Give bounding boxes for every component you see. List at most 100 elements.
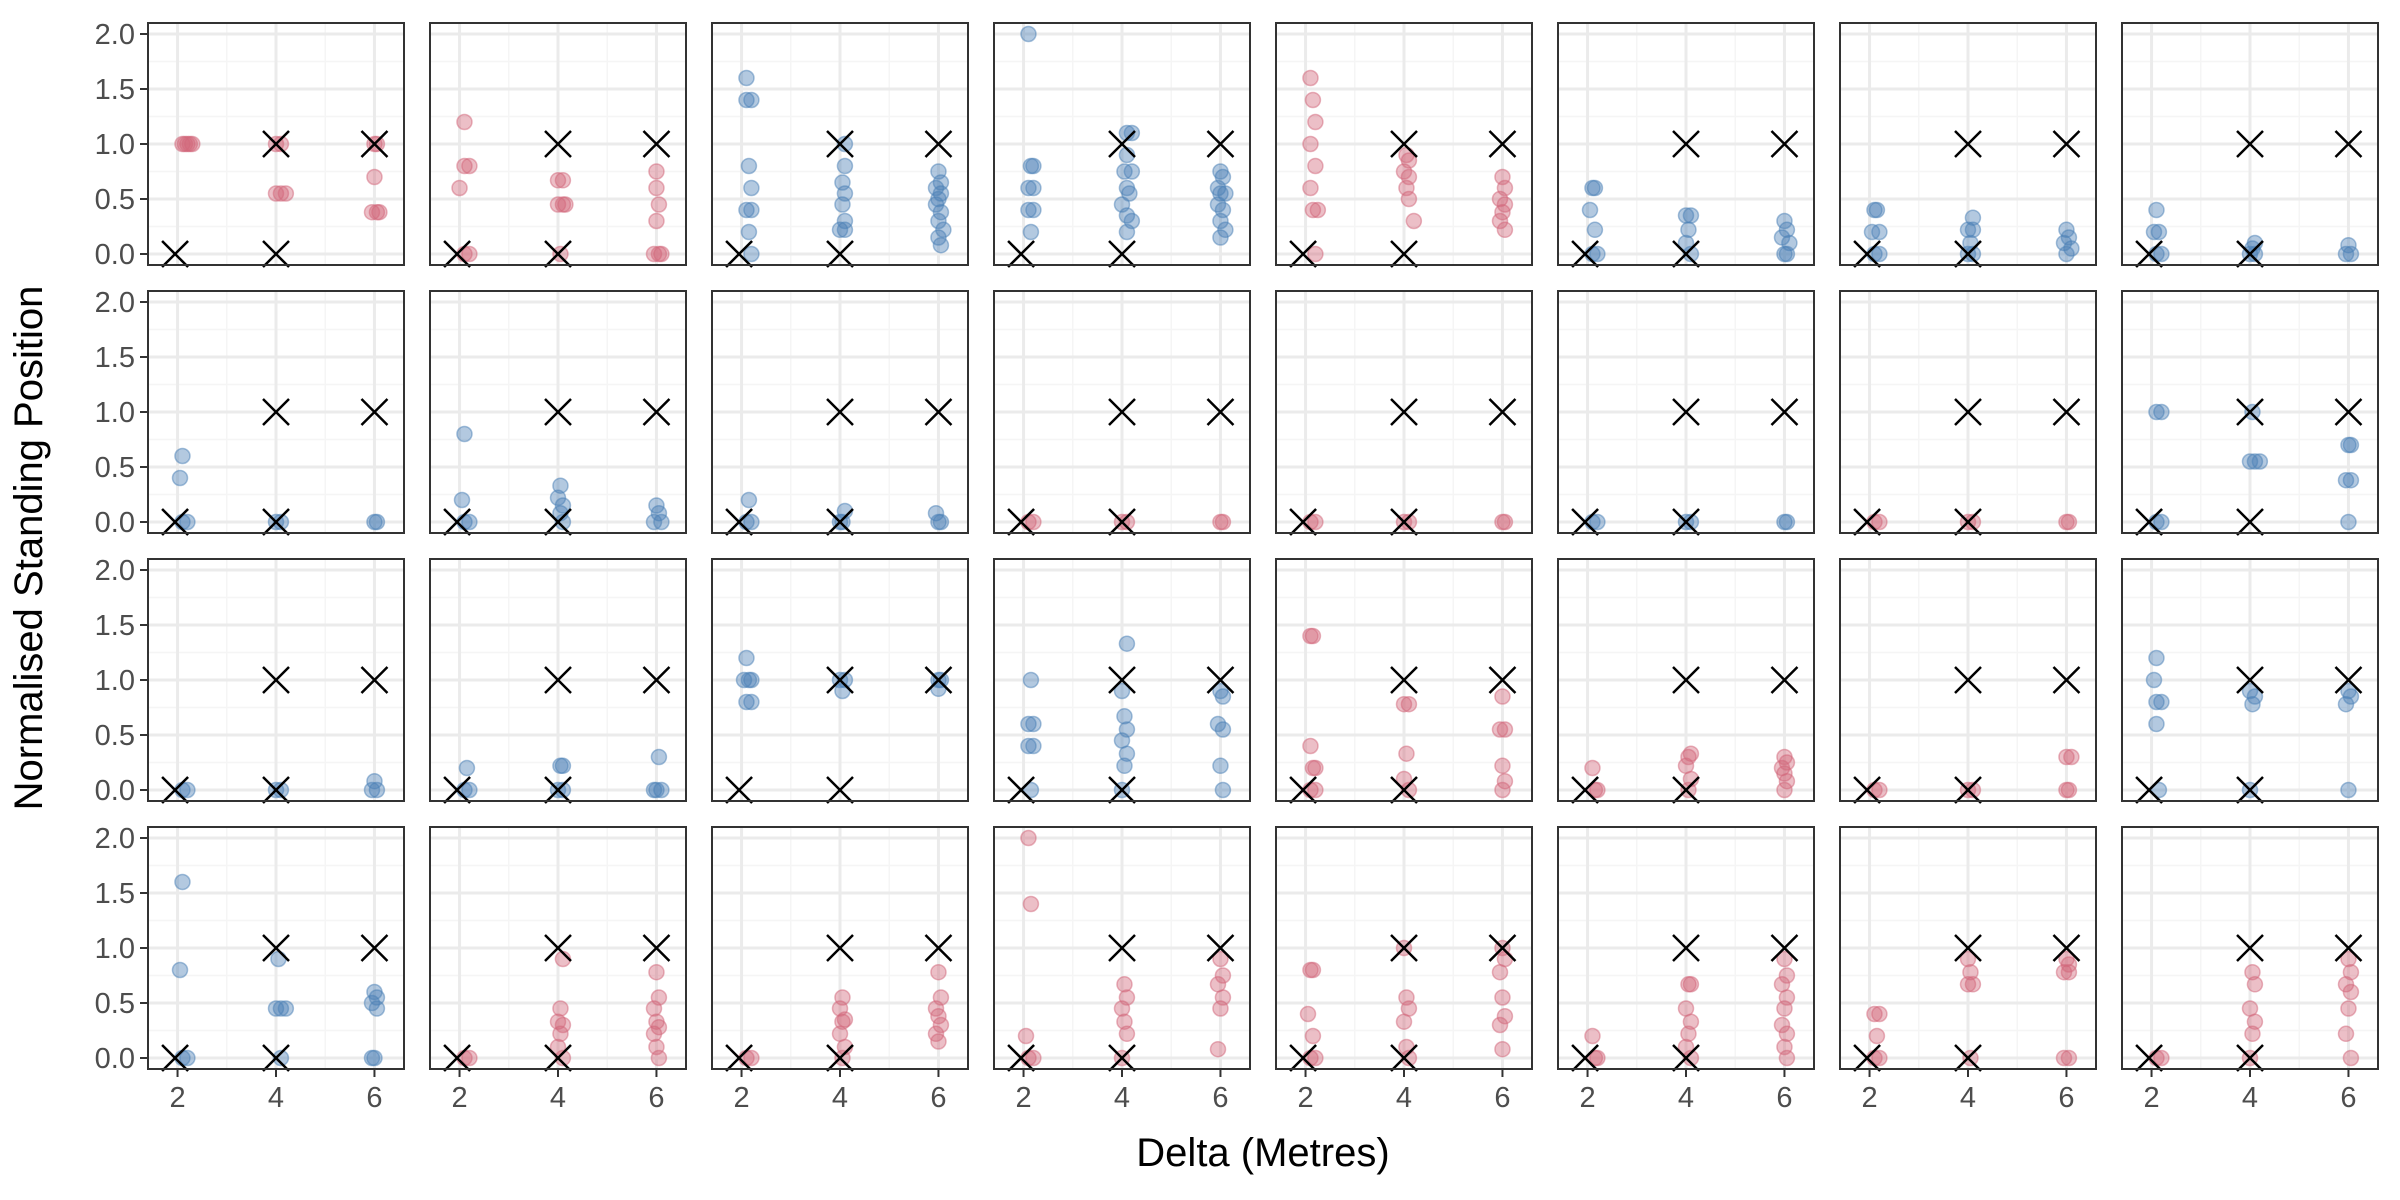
baseline-x-marker — [2236, 130, 2264, 158]
data-point — [1304, 961, 1322, 979]
baseline-x-marker — [1206, 398, 1235, 426]
baseline-x-marker — [1390, 508, 1418, 536]
data-point — [650, 748, 668, 766]
data-point — [1962, 963, 1979, 981]
y-tick-label: 2.0 — [95, 19, 135, 51]
baseline-x-marker — [1390, 130, 1418, 158]
baseline-x-marker — [1672, 508, 1700, 536]
data-point — [743, 245, 760, 263]
data-point — [1491, 721, 1509, 738]
data-point — [1400, 695, 1418, 713]
facet-panel-r2-c6 — [1557, 290, 1815, 536]
baseline-x-marker — [1390, 240, 1418, 268]
baseline-x-marker — [826, 240, 854, 268]
data-point — [836, 1011, 854, 1028]
facet-panel-r3-c1: 0.0 0.5 1.0 1.5 2.0 — [95, 555, 405, 807]
baseline-x-marker — [725, 1044, 753, 1072]
data-point — [1586, 179, 1604, 197]
data-point — [1123, 163, 1141, 180]
baseline-x-stroke — [544, 776, 572, 804]
y-tick-label: 1.5 — [95, 878, 135, 910]
data-point — [2342, 983, 2360, 1001]
baseline-x-marker — [2135, 776, 2163, 804]
facet-panel-r1-c4 — [993, 22, 1251, 268]
data-point — [1025, 715, 1042, 733]
baseline-x-stroke — [1954, 398, 1982, 426]
data-point — [552, 245, 569, 263]
data-point — [1395, 695, 1413, 713]
baseline-x-marker — [1108, 776, 1136, 804]
data-point — [1964, 221, 1982, 239]
data-point — [1307, 513, 1324, 531]
data-point — [1959, 221, 1977, 239]
y-tick-label: 0.0 — [95, 775, 135, 807]
baseline-x-marker — [1108, 1044, 1136, 1072]
data-point — [179, 513, 196, 531]
baseline-x-stroke — [924, 666, 953, 694]
baseline-x-stroke — [262, 1044, 290, 1072]
baseline-x-stroke — [725, 776, 753, 804]
baseline-x-stroke — [725, 240, 753, 268]
data-point — [1025, 737, 1042, 755]
data-point — [740, 491, 758, 509]
x-tick-label: 2 — [1297, 1082, 1313, 1114]
baseline-x-stroke — [1954, 508, 1982, 536]
baseline-x-marker — [161, 1044, 189, 1072]
data-point — [1776, 950, 1793, 968]
panel-border — [711, 558, 969, 802]
data-point — [738, 69, 755, 87]
data-point — [1025, 513, 1042, 531]
baseline-x-marker — [1108, 666, 1136, 694]
baseline-x-marker — [725, 240, 753, 268]
data-point — [371, 203, 388, 221]
data-point — [272, 1000, 290, 1017]
data-point — [363, 1049, 381, 1067]
x-tick-label: 2 — [1015, 1082, 1031, 1114]
facet-panel-r3-c7 — [1839, 558, 2097, 804]
baseline-x-stroke — [1853, 1044, 1881, 1072]
data-point — [1494, 688, 1511, 705]
data-point — [1017, 1027, 1035, 1045]
baseline-x-stroke — [826, 240, 854, 268]
baseline-x-marker — [544, 508, 572, 536]
baseline-x-marker — [2135, 240, 2163, 268]
data-point — [1116, 976, 1133, 993]
data-point — [461, 513, 478, 531]
data-point — [1589, 1049, 1606, 1067]
baseline-x-stroke — [1954, 934, 1982, 962]
data-point — [645, 781, 663, 799]
data-point — [2246, 245, 2264, 263]
data-point — [554, 1049, 572, 1067]
data-point — [743, 671, 760, 689]
data-point — [834, 682, 851, 700]
data-point — [1776, 781, 1793, 799]
facet-panel-r3-c5 — [1275, 558, 1533, 804]
data-point — [554, 781, 572, 799]
data-point — [932, 236, 950, 254]
data-point — [1307, 245, 1324, 263]
data-point — [930, 963, 947, 981]
x-tick-label: 4 — [550, 1082, 566, 1114]
y-tick-label: 1.5 — [95, 342, 135, 374]
baseline-x-marker — [1289, 776, 1317, 804]
baseline-x-stroke — [262, 240, 290, 268]
baseline-x-stroke — [1289, 240, 1317, 268]
data-point — [1494, 757, 1511, 775]
baseline-x-stroke — [1853, 240, 1881, 268]
data-point — [740, 223, 758, 241]
baseline-x-marker — [924, 934, 953, 962]
baseline-x-marker — [1488, 934, 1517, 962]
baseline-x-stroke — [360, 130, 389, 158]
data-point — [2058, 245, 2075, 263]
data-point — [461, 245, 478, 263]
baseline-x-stroke — [262, 666, 290, 694]
baseline-x-marker — [1672, 666, 1700, 694]
x-tick-label: 6 — [2058, 1082, 2074, 1114]
data-point — [1778, 1025, 1796, 1043]
data-point — [1680, 781, 1697, 799]
data-point — [456, 113, 473, 131]
data-point — [1118, 745, 1136, 762]
data-point — [1304, 91, 1322, 109]
baseline-x-stroke — [1206, 130, 1235, 158]
